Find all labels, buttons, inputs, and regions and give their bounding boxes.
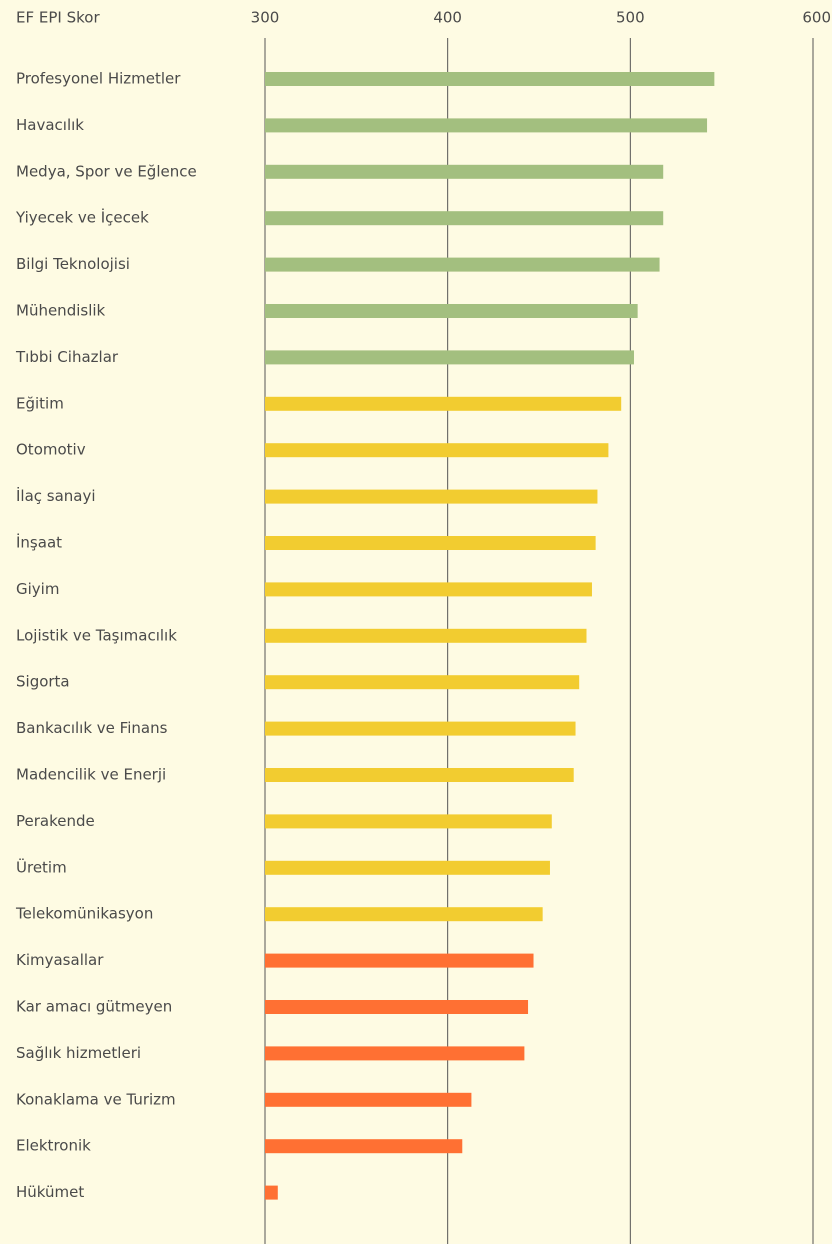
bar	[265, 257, 660, 272]
y-tick-label: Perakende	[16, 812, 95, 830]
y-tick-label: Profesyonel Hizmetler	[16, 70, 181, 88]
y-tick-label: Elektronik	[16, 1137, 91, 1155]
y-tick-label: Tıbbi Cihazlar	[15, 348, 119, 366]
y-tick-label: Bilgi Teknolojisi	[16, 255, 130, 273]
bar	[265, 443, 609, 458]
x-tick-label: 500	[616, 9, 645, 27]
bar	[265, 1139, 463, 1154]
y-tick-label: İnşaat	[16, 533, 62, 552]
bar	[265, 628, 587, 643]
y-tick-label: Mühendislik	[16, 302, 106, 320]
bar	[265, 721, 576, 736]
bar	[265, 72, 715, 86]
bar	[265, 768, 574, 782]
y-tick-label: Lojistik ve Taşımacılık	[16, 626, 177, 644]
y-tick-label: Kimyasallar	[16, 951, 104, 969]
x-tick-label: 600	[802, 9, 831, 27]
y-tick-label: Medya, Spor ve Eğlence	[16, 162, 197, 180]
bar	[265, 1046, 525, 1061]
bar	[265, 1000, 529, 1014]
bar	[265, 211, 664, 226]
y-tick-label: İlaç sanayi	[16, 486, 96, 505]
bar	[265, 1185, 278, 1200]
bar	[265, 118, 708, 133]
y-tick-label: Telekomünikasyon	[15, 905, 153, 923]
bar	[265, 907, 543, 922]
bar	[265, 164, 664, 179]
y-tick-label: Giyim	[16, 580, 59, 598]
bar	[265, 489, 598, 504]
bar	[265, 814, 552, 829]
y-tick-label: Sağlık hizmetleri	[16, 1044, 141, 1062]
bar	[265, 675, 580, 690]
y-tick-label: Yiyecek ve İçecek	[15, 208, 149, 227]
x-tick-label: 300	[251, 9, 280, 27]
bar	[265, 582, 592, 597]
bar	[265, 304, 638, 318]
y-tick-label: Hükümet	[16, 1183, 84, 1201]
bar	[265, 396, 622, 411]
bar	[265, 860, 550, 875]
y-tick-label: Bankacılık ve Finans	[16, 719, 168, 737]
y-tick-label: Madencilik ve Enerji	[16, 766, 166, 784]
x-tick-label: 400	[433, 9, 462, 27]
y-tick-label: Havacılık	[16, 116, 84, 134]
y-tick-label: Kar amacı gütmeyen	[16, 998, 172, 1016]
bar	[265, 953, 534, 968]
y-tick-label: Otomotiv	[16, 441, 86, 459]
bar	[265, 536, 596, 550]
y-tick-label: Eğitim	[16, 394, 64, 412]
axis-label: EF EPI Skor	[16, 9, 100, 27]
bar	[265, 350, 634, 365]
y-tick-label: Sigorta	[16, 673, 70, 691]
y-tick-label: Konaklama ve Turizm	[16, 1090, 176, 1108]
bar	[265, 1092, 472, 1107]
y-tick-label: Üretim	[16, 857, 67, 876]
